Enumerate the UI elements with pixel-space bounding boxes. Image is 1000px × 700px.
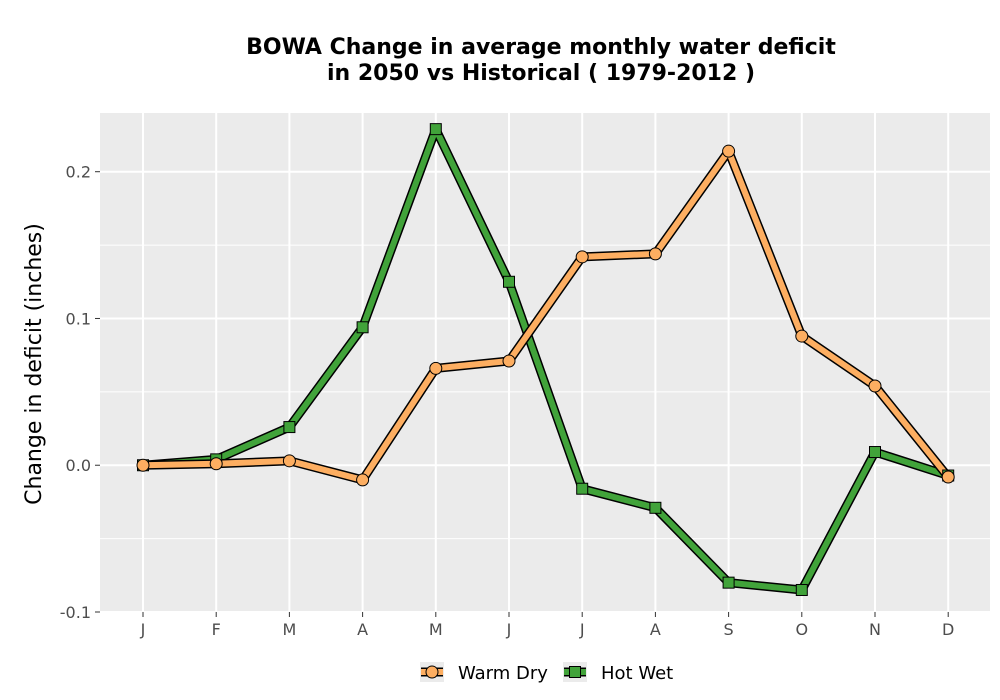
- x-tick-label: A: [650, 620, 661, 639]
- y-tick-label: -0.1: [60, 603, 91, 622]
- point-hot-wet: [283, 421, 296, 434]
- x-tick-label: M: [282, 620, 296, 639]
- legend-key-marker-hot-wet: [569, 666, 581, 678]
- point-warm-dry: [648, 247, 662, 261]
- point-warm-dry: [356, 473, 370, 487]
- y-tick-label: 0.1: [66, 309, 91, 328]
- y-tick-label: 0.0: [66, 456, 91, 475]
- point-hot-wet: [722, 576, 735, 589]
- x-tick-label: J: [140, 620, 146, 639]
- point-warm-dry: [209, 457, 223, 471]
- chart-title-line1: BOWA Change in average monthly water def…: [246, 35, 836, 60]
- series-line-warm-dry: [140, 148, 952, 483]
- x-tick-label: O: [796, 620, 809, 639]
- x-tick-label: J: [506, 620, 512, 639]
- legend-label-hot-wet: Hot Wet: [601, 663, 673, 684]
- chart-title-line2: in 2050 vs Historical ( 1979-2012 ): [327, 61, 755, 86]
- point-warm-dry: [502, 354, 516, 368]
- x-tick-label: M: [429, 620, 443, 639]
- point-warm-dry: [429, 361, 443, 375]
- x-tick-label: F: [212, 620, 221, 639]
- point-warm-dry: [282, 454, 296, 468]
- legend: Warm Dry Hot Wet: [420, 662, 673, 684]
- point-warm-dry: [868, 379, 882, 393]
- x-tick-label: J: [579, 620, 585, 639]
- y-axis-ticks: -0.1 0.0 0.1 0.2: [60, 163, 100, 622]
- point-warm-dry: [136, 458, 150, 472]
- point-hot-wet: [869, 446, 881, 459]
- point-warm-dry: [941, 470, 955, 484]
- point-warm-dry: [722, 144, 736, 158]
- plot-panel: [100, 113, 990, 612]
- point-hot-wet: [576, 482, 589, 495]
- y-axis-title: Change in deficit (inches): [22, 223, 47, 505]
- y-tick-label: 0.2: [66, 163, 91, 182]
- series-layer: [136, 123, 955, 596]
- point-hot-wet: [503, 275, 515, 288]
- legend-key-marker-warm-dry: [425, 665, 439, 679]
- x-tick-label: N: [869, 620, 881, 639]
- x-tick-label: S: [724, 620, 734, 639]
- series-line-hot-wet: [140, 126, 952, 593]
- point-warm-dry: [795, 329, 809, 343]
- x-tick-label: D: [942, 620, 954, 639]
- point-hot-wet: [795, 583, 808, 596]
- x-tick-label: A: [357, 620, 368, 639]
- point-hot-wet: [356, 321, 369, 334]
- legend-label-warm-dry: Warm Dry: [458, 663, 548, 684]
- point-hot-wet: [429, 123, 442, 136]
- point-warm-dry: [575, 250, 589, 264]
- point-hot-wet: [649, 501, 662, 514]
